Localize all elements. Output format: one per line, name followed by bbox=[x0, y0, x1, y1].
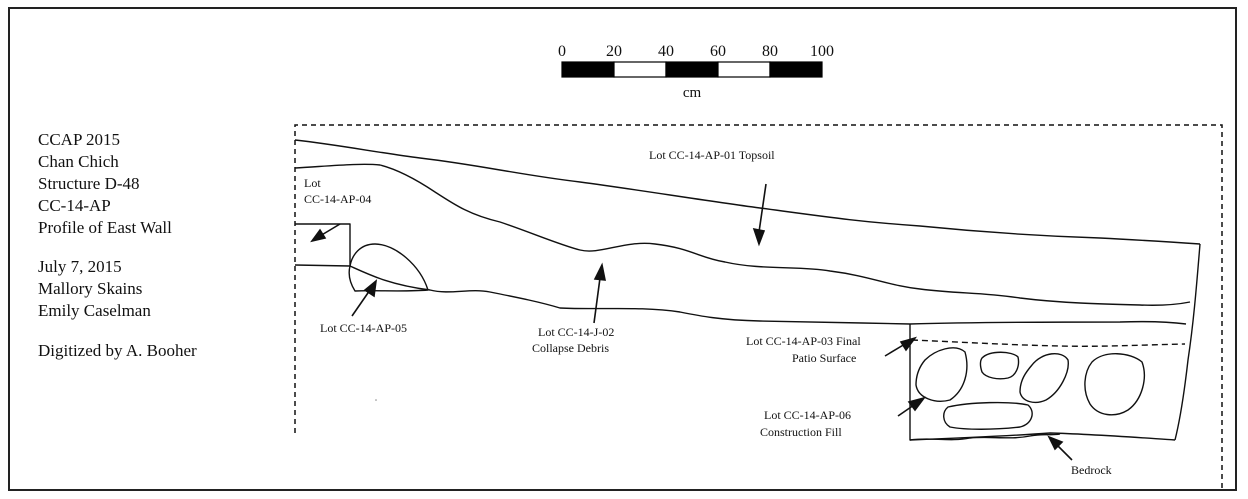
arrow-patio bbox=[884, 336, 918, 357]
scale-segment-3 bbox=[665, 61, 719, 78]
patio-surface-line bbox=[911, 339, 1186, 347]
site-name: Chan Chich bbox=[38, 152, 119, 171]
scale-segment-1 bbox=[561, 61, 615, 78]
arrow-lot05 bbox=[351, 279, 378, 317]
ground-surface-line bbox=[294, 139, 1201, 245]
stone-5 bbox=[943, 401, 1033, 430]
label-topsoil: Lot CC-14-AP-01 Topsoil bbox=[649, 148, 775, 162]
scale-segment-2 bbox=[613, 61, 667, 78]
construction-fill-boundary bbox=[909, 324, 1176, 441]
scale-segment-4 bbox=[717, 61, 771, 78]
scale-tick-60: 60 bbox=[710, 43, 726, 60]
label-lot04-line1: Lot bbox=[304, 176, 321, 190]
label-fill-line2: Construction Fill bbox=[760, 425, 842, 439]
collapse-base-line bbox=[294, 264, 1187, 325]
arrow-fill bbox=[897, 396, 927, 417]
lot-04-boundary bbox=[295, 223, 351, 266]
arrow-collapse bbox=[593, 262, 606, 324]
arrow-bedrock bbox=[1047, 435, 1073, 461]
scale-tick-40: 40 bbox=[658, 43, 674, 60]
project-title: CCAP 2015 bbox=[38, 130, 121, 149]
unit-name: CC-14-AP bbox=[38, 196, 111, 215]
author-2: Emily Caselman bbox=[38, 301, 151, 320]
topsoil-base-line bbox=[294, 163, 1191, 306]
scale-tick-80: 80 bbox=[762, 43, 778, 60]
digitized-credit: Digitized by A. Booher bbox=[38, 341, 197, 360]
author-1: Mallory Skains bbox=[38, 279, 143, 298]
lot-labels: Lot CC-14-AP-01 Topsoil Lot CC-14-AP-04 … bbox=[304, 148, 1112, 477]
strata-lines bbox=[294, 139, 1201, 441]
label-collapse-line2: Collapse Debris bbox=[532, 341, 609, 355]
drawing-date: July 7, 2015 bbox=[38, 257, 122, 276]
label-bedrock: Bedrock bbox=[1071, 463, 1112, 477]
unit-outline bbox=[294, 124, 1223, 488]
stone-3 bbox=[1019, 353, 1069, 404]
scale-tick-20: 20 bbox=[606, 43, 622, 60]
right-wall-line bbox=[1174, 243, 1201, 441]
scale-segment-5 bbox=[769, 61, 823, 78]
scale-bar: 0 20 40 60 80 100 cm bbox=[558, 43, 834, 101]
structure-name: Structure D-48 bbox=[38, 174, 140, 193]
stone-1 bbox=[915, 347, 968, 402]
label-collapse-line1: Lot CC-14-J-02 bbox=[538, 325, 614, 339]
label-lot05: Lot CC-14-AP-05 bbox=[320, 321, 407, 335]
speck bbox=[375, 399, 377, 401]
arrow-topsoil bbox=[752, 183, 767, 247]
arrows bbox=[310, 183, 1073, 461]
scale-unit: cm bbox=[683, 85, 702, 101]
label-patio-line2: Patio Surface bbox=[792, 351, 856, 365]
scale-tick-100: 100 bbox=[810, 43, 834, 60]
profile-name: Profile of East Wall bbox=[38, 218, 172, 237]
bedrock-line bbox=[909, 433, 1061, 441]
arrow-lot04 bbox=[310, 223, 341, 243]
scale-tick-0: 0 bbox=[558, 43, 566, 60]
lot-05-feature bbox=[348, 243, 429, 292]
stone-4 bbox=[1084, 353, 1146, 416]
label-patio-line1: Lot CC-14-AP-03 Final bbox=[746, 334, 861, 348]
label-fill-line1: Lot CC-14-AP-06 bbox=[764, 408, 851, 422]
stone-2 bbox=[979, 351, 1020, 380]
label-lot04-line2: CC-14-AP-04 bbox=[304, 192, 371, 206]
